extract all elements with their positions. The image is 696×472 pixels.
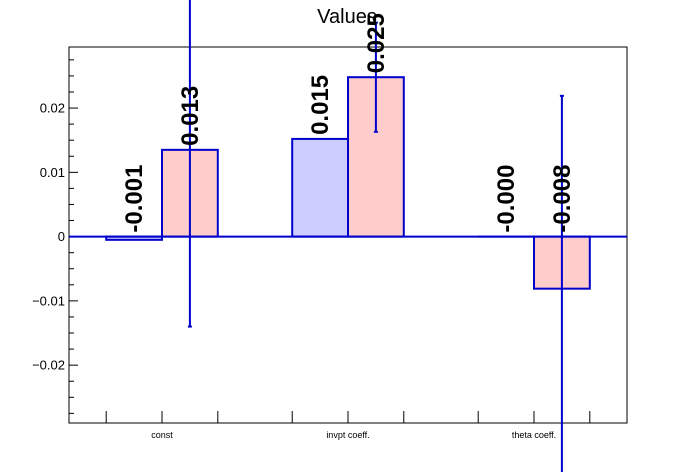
chart-title: Values [317,6,377,28]
data-label: 0.013 [177,86,204,146]
y-tick-label: −0.01 [32,293,65,308]
y-tick-label: 0 [58,229,65,244]
labels: −0.02 −0.01 0 0.01 0.02 const invpt coeff. thet… [32,13,576,440]
bars [69,0,627,472]
data-label: 0.025 [363,13,390,73]
category-label: const [151,430,173,440]
axis-ticks [69,59,591,423]
data-label: -0.001 [121,165,148,233]
category-label: invpt coeff. [326,430,369,440]
y-tick-label: −0.02 [32,358,65,373]
data-label: 0.015 [307,75,334,135]
y-tick-label: 0.01 [40,165,65,180]
bar [291,137,350,238]
data-label: -0.000 [493,165,520,233]
y-tick-label: 0.02 [40,101,65,116]
data-label: -0.008 [549,165,576,233]
category-label: theta coeff. [512,430,556,440]
